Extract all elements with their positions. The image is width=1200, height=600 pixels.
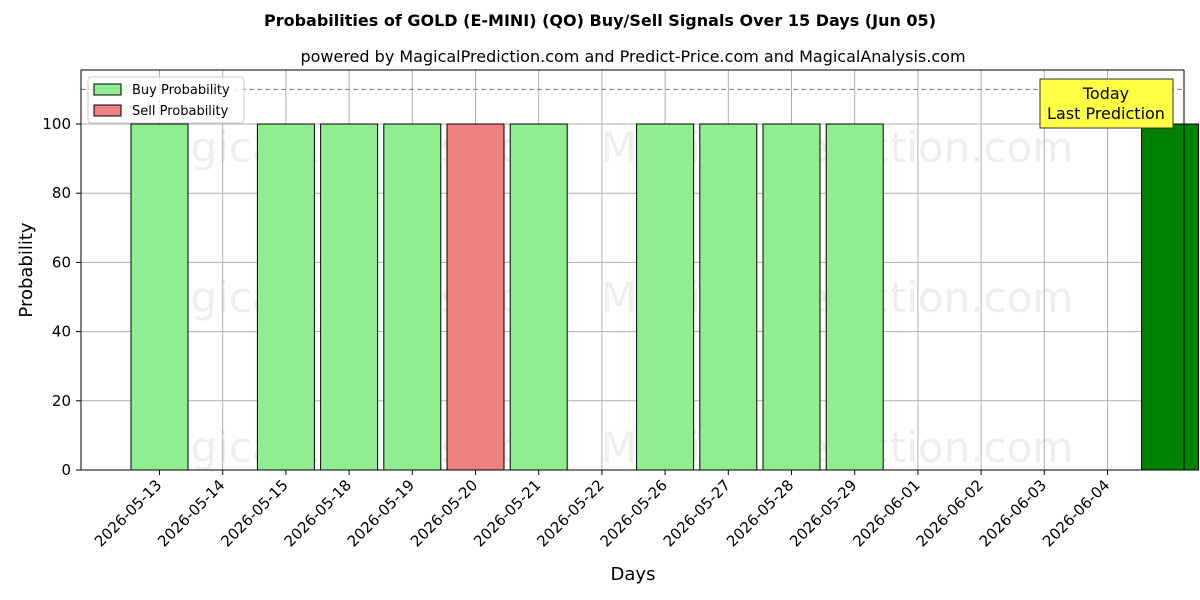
sell-bar bbox=[446, 123, 505, 471]
x-tick-label: 2026-05-21 bbox=[470, 476, 544, 550]
legend-label: Sell Probability bbox=[132, 104, 229, 119]
annotation-text: Today bbox=[1082, 84, 1129, 103]
x-tick-label: 2026-05-22 bbox=[533, 476, 607, 550]
x-tick-layer: 2026-05-132026-05-142026-05-152026-05-18… bbox=[91, 470, 1113, 550]
buy-bar bbox=[320, 123, 379, 471]
x-tick-label: 2026-06-02 bbox=[913, 476, 987, 550]
x-tick-label: 2026-05-15 bbox=[217, 476, 291, 550]
y-axis-label: Probability bbox=[16, 222, 37, 317]
x-axis-label: Days bbox=[611, 564, 656, 585]
y-tick-label: 40 bbox=[52, 323, 71, 341]
today-bar bbox=[1141, 123, 1200, 471]
buy-bar bbox=[762, 123, 821, 471]
legend-box bbox=[87, 76, 245, 124]
x-tick-label: 2026-05-18 bbox=[281, 476, 355, 550]
x-tick-label: 2026-05-19 bbox=[344, 476, 418, 550]
legend-swatch-sell bbox=[93, 104, 122, 117]
legend: Buy Probability Sell Probability bbox=[87, 76, 245, 124]
x-tick-label: 2026-06-03 bbox=[976, 476, 1050, 550]
x-tick-label: 2026-05-28 bbox=[723, 476, 797, 550]
x-tick-label: 2026-06-04 bbox=[1039, 476, 1113, 550]
buy-bar bbox=[256, 123, 315, 471]
chart-subtitle: powered by MagicalPrediction.com and Pre… bbox=[300, 47, 965, 66]
y-tick-layer: 0 20 40 60 80 100 bbox=[42, 115, 81, 479]
buy-bar bbox=[509, 123, 568, 471]
plot-frame bbox=[80, 69, 1185, 471]
annotation-text: Last Prediction bbox=[1047, 104, 1165, 123]
y-tick-label: 80 bbox=[52, 184, 71, 202]
annotation-box bbox=[1039, 78, 1174, 129]
x-tick-label: 2026-05-13 bbox=[91, 476, 165, 550]
buy-bar bbox=[383, 123, 442, 471]
buy-bar bbox=[699, 123, 758, 471]
buy-bar bbox=[825, 123, 884, 471]
x-tick-label: 2026-06-01 bbox=[849, 476, 923, 550]
legend-swatch-buy bbox=[93, 83, 122, 96]
x-tick-label: 2026-05-29 bbox=[786, 476, 860, 550]
y-tick-label: 100 bbox=[42, 115, 71, 133]
y-tick-label: 0 bbox=[61, 461, 71, 479]
chart-title: Probabilities of GOLD (E-MINI) (QO) Buy/… bbox=[264, 11, 936, 30]
x-tick-label: 2026-05-14 bbox=[154, 476, 228, 550]
legend-label: Buy Probability bbox=[132, 83, 230, 98]
bar-layer bbox=[130, 123, 1200, 471]
y-tick-label: 60 bbox=[52, 253, 71, 271]
y-tick-label: 20 bbox=[52, 392, 71, 410]
x-tick-label: 2026-05-20 bbox=[407, 476, 481, 550]
buy-bar bbox=[130, 123, 189, 471]
x-tick-label: 2026-05-26 bbox=[597, 476, 671, 550]
x-tick-label: 2026-05-27 bbox=[660, 476, 734, 550]
buy-bar bbox=[636, 123, 695, 471]
